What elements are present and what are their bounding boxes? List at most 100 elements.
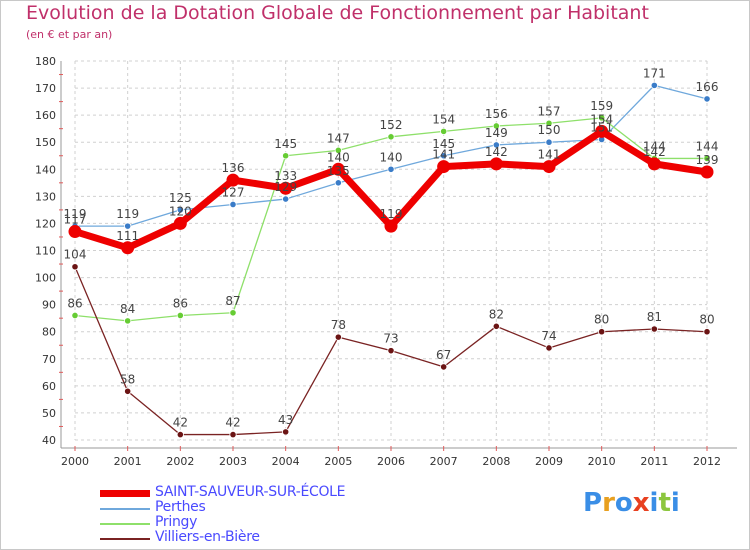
data-label: 159	[590, 99, 613, 113]
legend-swatch	[100, 538, 150, 540]
data-point	[545, 138, 553, 146]
data-label: 84	[120, 302, 135, 316]
data-label: 74	[541, 329, 556, 343]
data-point	[226, 173, 240, 187]
data-label: 73	[383, 332, 398, 346]
data-point	[176, 206, 184, 214]
data-point	[384, 219, 398, 233]
y-tick-label: 70	[42, 353, 56, 366]
data-point	[229, 200, 237, 209]
data-point	[440, 152, 448, 160]
legend-label: Pringy	[155, 514, 198, 530]
data-point	[542, 160, 556, 174]
data-label: 141	[432, 148, 455, 162]
y-tick-label: 130	[35, 190, 56, 203]
data-label: 58	[120, 372, 135, 386]
data-label: 42	[225, 416, 240, 430]
data-point	[492, 122, 500, 130]
x-tick-label: 2000	[61, 455, 89, 468]
data-label: 151	[590, 121, 613, 135]
x-tick-label: 2009	[535, 455, 563, 468]
y-tick-label: 100	[35, 272, 56, 285]
y-tick-label: 80	[42, 326, 56, 339]
y-tick-label: 50	[42, 407, 56, 420]
data-label: 42	[173, 416, 188, 430]
data-label: 145	[274, 137, 297, 151]
data-label: 141	[538, 148, 561, 162]
logo-letter: i	[649, 488, 659, 518]
data-point	[700, 165, 714, 179]
data-point	[440, 127, 448, 135]
data-label: 80	[594, 313, 609, 327]
x-tick-label: 2003	[219, 455, 247, 468]
data-point	[595, 124, 609, 138]
data-label: 149	[485, 126, 508, 140]
data-point	[703, 154, 711, 163]
data-point	[598, 114, 606, 122]
x-tick-label: 2007	[430, 455, 458, 468]
proxiti-logo: Proxiti	[583, 488, 680, 518]
data-point	[334, 146, 342, 154]
data-point	[282, 152, 290, 160]
data-label: 142	[485, 145, 508, 159]
data-label: 142	[643, 145, 666, 159]
legend-swatch	[100, 490, 150, 497]
data-point	[176, 430, 184, 439]
legend-swatch	[100, 523, 150, 525]
x-tick-label: 2011	[640, 455, 668, 468]
data-label: 82	[489, 307, 504, 321]
data-label: 136	[222, 161, 245, 175]
data-label: 140	[380, 150, 403, 164]
data-point	[331, 162, 345, 176]
legend-swatch	[100, 508, 150, 510]
data-label: 119	[64, 207, 87, 221]
y-tick-label: 180	[35, 55, 56, 68]
data-point	[437, 160, 451, 174]
data-point	[176, 311, 184, 320]
data-point	[71, 311, 79, 320]
data-label: 171	[643, 66, 666, 80]
data-label: 133	[274, 169, 297, 183]
data-point	[650, 325, 658, 333]
data-point	[387, 347, 395, 355]
y-tick-label: 140	[35, 163, 56, 176]
data-label: 87	[225, 294, 240, 308]
data-point	[387, 133, 395, 141]
x-tick-label: 2008	[482, 455, 510, 468]
data-point	[229, 430, 237, 439]
data-point	[124, 387, 132, 395]
data-label: 157	[538, 104, 561, 118]
y-tick-label: 170	[35, 82, 56, 95]
y-tick-label: 120	[35, 217, 56, 230]
data-label: 119	[116, 207, 139, 221]
data-label: 150	[538, 123, 561, 137]
x-tick-label: 2006	[377, 455, 405, 468]
data-label: 120	[169, 204, 192, 218]
data-label: 78	[331, 318, 346, 332]
data-point	[545, 119, 553, 127]
data-point	[492, 322, 500, 330]
x-tick-label: 2002	[166, 455, 194, 468]
data-label: 144	[696, 139, 719, 153]
legend-label: SAINT-SAUVEUR-SUR-ÉCOLE	[155, 484, 346, 500]
data-point	[282, 428, 290, 436]
data-label: 144	[643, 139, 666, 153]
x-tick-label: 2004	[272, 455, 300, 468]
data-label: 43	[278, 413, 293, 427]
data-point	[173, 216, 187, 230]
data-point	[545, 344, 553, 352]
data-label: 154	[590, 112, 613, 126]
data-label: 166	[696, 80, 719, 94]
data-label: 147	[327, 131, 350, 145]
data-point	[334, 333, 342, 341]
logo-letter: r	[602, 488, 615, 518]
chart-title: Evolution de la Dotation Globale de Fonc…	[26, 2, 649, 24]
data-label: 125	[169, 191, 192, 205]
y-tick-label: 150	[35, 136, 56, 149]
y-tick-label: 110	[35, 245, 56, 258]
data-point	[279, 181, 293, 195]
y-tick-label: 90	[42, 299, 56, 312]
data-label: 81	[647, 310, 662, 324]
data-label: 119	[380, 207, 403, 221]
